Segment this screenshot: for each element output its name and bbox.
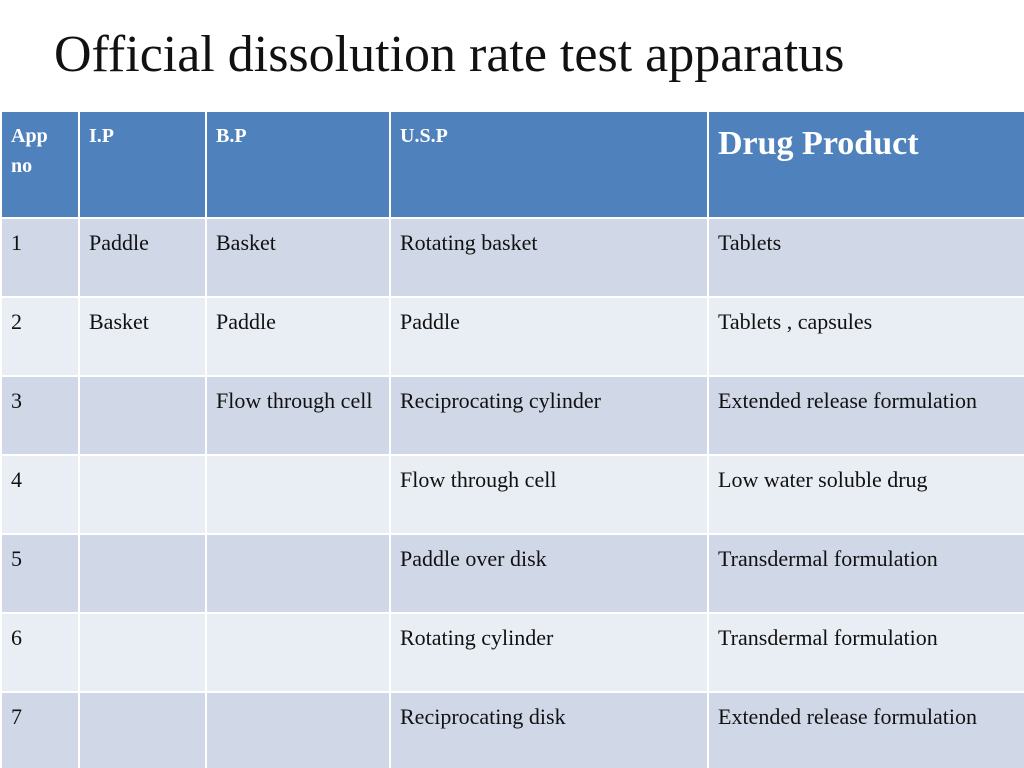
apparatus-table-container: App no I.P B.P U.S.P Drug Product 1 Padd… — [0, 110, 1024, 768]
header-drug-product: Drug Product — [707, 110, 1024, 219]
header-usp: U.S.P — [389, 110, 709, 219]
header-ip: I.P — [78, 110, 207, 219]
page-title: Official dissolution rate test apparatus — [54, 26, 845, 83]
cell-drug-product: Transdermal formulation — [707, 533, 1024, 614]
cell-usp: Paddle over disk — [389, 533, 709, 614]
table-row: 1 Paddle Basket Rotating basket Tablets — [0, 217, 1024, 298]
cell-app-no: 1 — [0, 217, 80, 298]
apparatus-table: App no I.P B.P U.S.P Drug Product 1 Padd… — [0, 110, 1024, 768]
cell-bp: Flow through cell — [205, 375, 391, 456]
cell-usp: Paddle — [389, 296, 709, 377]
cell-ip: Paddle — [78, 217, 207, 298]
cell-app-no: 6 — [0, 612, 80, 693]
cell-usp: Flow through cell — [389, 454, 709, 535]
cell-bp — [205, 533, 391, 614]
cell-bp: Paddle — [205, 296, 391, 377]
cell-usp: Rotating basket — [389, 217, 709, 298]
cell-ip — [78, 533, 207, 614]
cell-ip — [78, 454, 207, 535]
cell-drug-product: Tablets — [707, 217, 1024, 298]
table-row: 2 Basket Paddle Paddle Tablets , capsule… — [0, 296, 1024, 377]
table-row: 5 Paddle over disk Transdermal formulati… — [0, 533, 1024, 614]
cell-bp — [205, 612, 391, 693]
cell-drug-product: Transdermal formulation — [707, 612, 1024, 693]
cell-ip — [78, 612, 207, 693]
cell-app-no: 3 — [0, 375, 80, 456]
cell-app-no: 4 — [0, 454, 80, 535]
cell-usp: Reciprocating disk — [389, 691, 709, 768]
cell-app-no: 7 — [0, 691, 80, 768]
cell-drug-product: Extended release formulation — [707, 375, 1024, 456]
table-row: 3 Flow through cell Reciprocating cylind… — [0, 375, 1024, 456]
cell-drug-product: Extended release formulation — [707, 691, 1024, 768]
cell-app-no: 5 — [0, 533, 80, 614]
cell-usp: Reciprocating cylinder — [389, 375, 709, 456]
table-row: 6 Rotating cylinder Transdermal formulat… — [0, 612, 1024, 693]
cell-bp — [205, 691, 391, 768]
cell-ip — [78, 375, 207, 456]
cell-bp — [205, 454, 391, 535]
table-header-row: App no I.P B.P U.S.P Drug Product — [0, 110, 1024, 219]
cell-drug-product: Tablets , capsules — [707, 296, 1024, 377]
header-bp: B.P — [205, 110, 391, 219]
table-row: 7 Reciprocating disk Extended release fo… — [0, 691, 1024, 768]
cell-drug-product: Low water soluble drug — [707, 454, 1024, 535]
cell-ip — [78, 691, 207, 768]
cell-bp: Basket — [205, 217, 391, 298]
header-app-no: App no — [0, 110, 80, 219]
cell-ip: Basket — [78, 296, 207, 377]
cell-app-no: 2 — [0, 296, 80, 377]
table-row: 4 Flow through cell Low water soluble dr… — [0, 454, 1024, 535]
cell-usp: Rotating cylinder — [389, 612, 709, 693]
